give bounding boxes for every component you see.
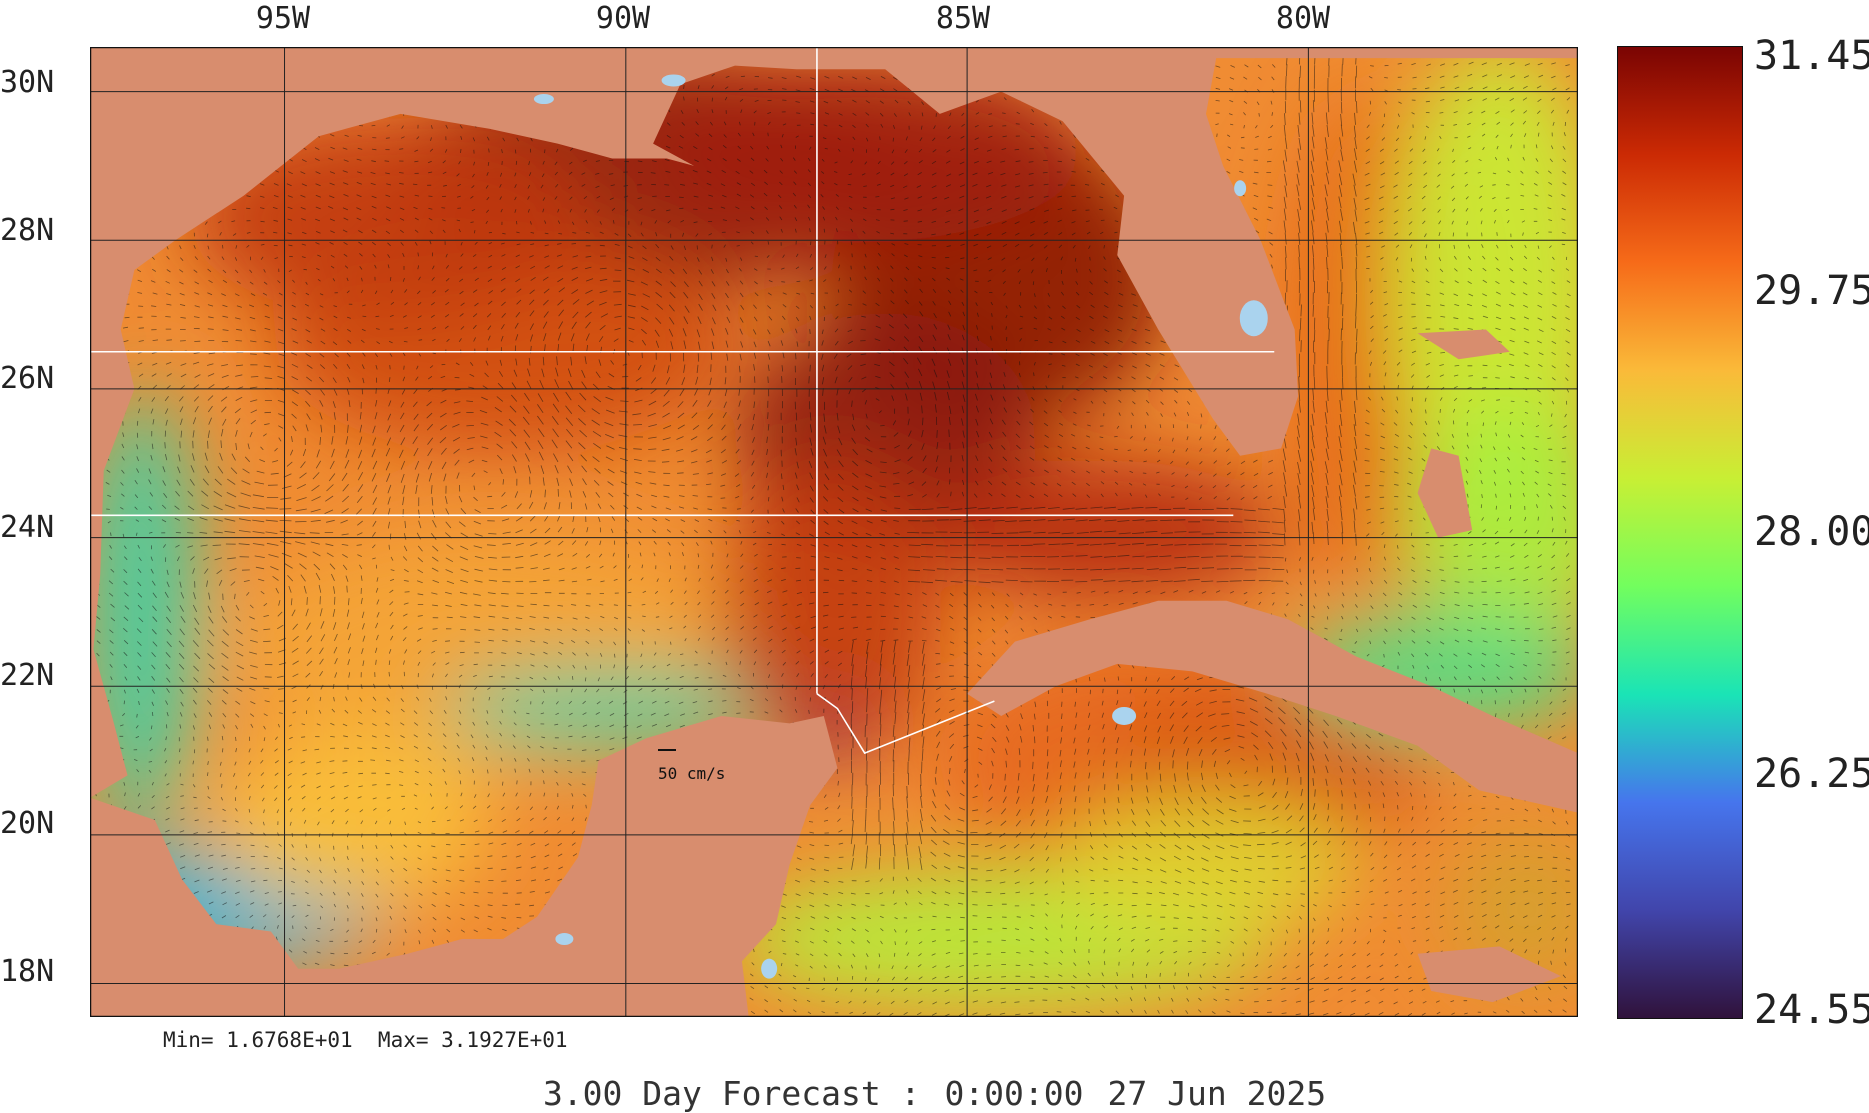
lat-label-30n: 30N xyxy=(0,65,55,100)
min-max-stats: Min= 1.6768E+01 Max= 3.1927E+01 xyxy=(163,1028,568,1052)
current-scale-label: 50 cm/s xyxy=(658,764,726,783)
lat-label-24n: 24N xyxy=(0,510,55,545)
forecast-label: 3.00 Day Forecast : xyxy=(542,1074,921,1113)
forecast-caption: 3.00 Day Forecast : 0:00:00 27 Jun 2025 xyxy=(0,1074,1869,1113)
colorbar-tick-label: 28.00 xyxy=(1754,509,1869,555)
lat-label-20n: 20N xyxy=(0,806,55,841)
map-panel[interactable] xyxy=(90,47,1578,1017)
lat-label-22n: 22N xyxy=(0,658,55,693)
lon-label-90w: 90W xyxy=(595,1,651,36)
colorbar-tick-label: 26.25 xyxy=(1754,751,1869,797)
lon-label-85w: 85W xyxy=(935,1,991,36)
colorbar xyxy=(1617,46,1743,1019)
lat-label-26n: 26N xyxy=(0,361,55,396)
colorbar-tick-label: 24.55 xyxy=(1754,987,1869,1033)
current-scale-arrow xyxy=(658,749,676,751)
lon-label-80w: 80W xyxy=(1275,1,1331,36)
colorbar-tick-label: 31.45 xyxy=(1754,33,1869,79)
forecast-date: 27 Jun 2025 xyxy=(1107,1074,1327,1113)
lon-label-95w: 95W xyxy=(255,1,311,36)
colorbar-tick-label: 29.75 xyxy=(1754,268,1869,314)
forecast-time: 0:00:00 xyxy=(944,1074,1084,1113)
lat-label-18n: 18N xyxy=(0,954,55,989)
lat-label-28n: 28N xyxy=(0,213,55,248)
